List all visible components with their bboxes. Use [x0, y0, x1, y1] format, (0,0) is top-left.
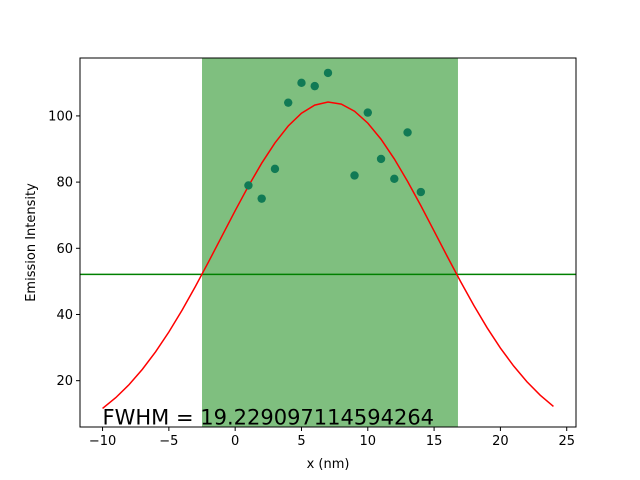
data-point [270, 164, 280, 174]
fwhm-band [202, 58, 458, 427]
x-tick-label: 5 [297, 434, 305, 449]
data-point [284, 98, 293, 107]
plot-content [80, 58, 576, 427]
axis-ticks: −10 −5 0 5 10 15 20 25 20 40 60 80 100 [48, 109, 575, 449]
data-point [376, 154, 386, 164]
data-point [390, 174, 399, 183]
data-point [363, 108, 372, 117]
y-tick-label: 60 [56, 242, 73, 257]
x-tick-label: 10 [360, 434, 377, 449]
x-tick-label: 15 [426, 434, 443, 449]
y-axis-label: Emission Intensity [24, 183, 39, 302]
plot-area [79, 57, 577, 428]
data-point [257, 194, 266, 203]
x-tick-label: 0 [231, 434, 239, 449]
axes-frame [79, 57, 577, 428]
x-tick-label: 25 [558, 434, 575, 449]
data-point [350, 171, 359, 180]
y-tick-label: 100 [48, 109, 73, 124]
data-point [244, 181, 253, 190]
x-tick-label: 20 [492, 434, 509, 449]
x-axis-label: x (nm) [307, 457, 350, 472]
y-tick-label: 80 [56, 176, 73, 191]
x-tick-label: −10 [89, 434, 116, 449]
data-point [310, 81, 319, 91]
y-tick-label: 20 [56, 374, 73, 389]
data-point [323, 68, 333, 78]
fwhm-annotation: FWHM = 19.229097114594264 [103, 406, 435, 430]
data-point [416, 187, 426, 197]
gaussian-fit-line [102, 101, 554, 410]
data-point [403, 128, 412, 137]
data-point [297, 78, 306, 88]
x-tick-label: −5 [159, 434, 178, 449]
y-tick-label: 40 [56, 308, 73, 323]
